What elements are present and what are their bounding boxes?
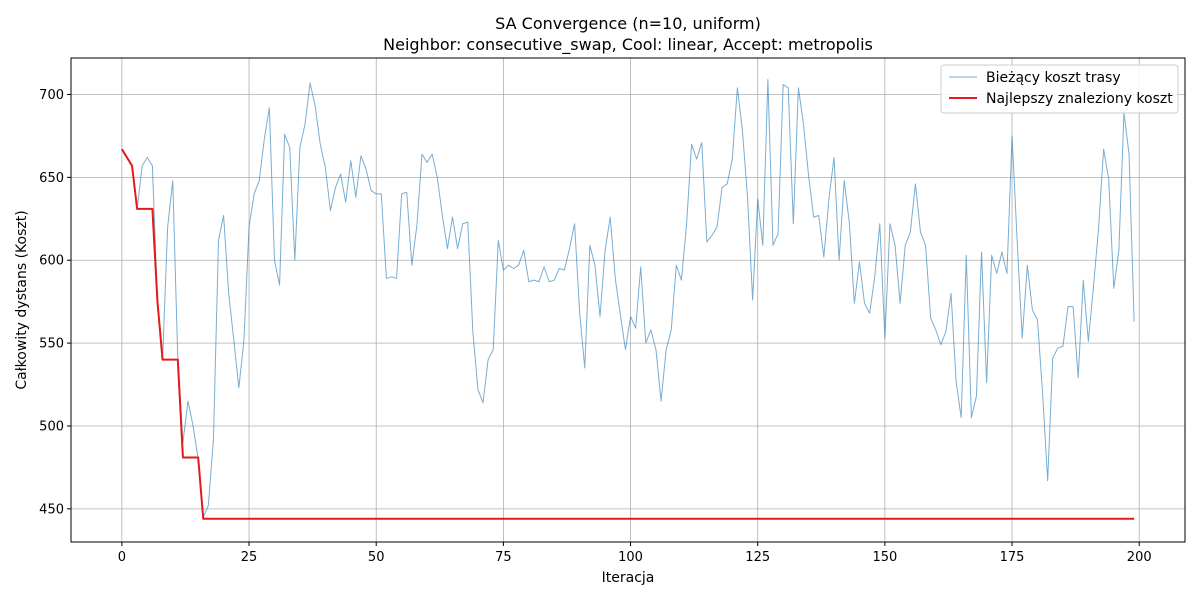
y-tick-label: 450 (39, 502, 64, 517)
axis-ticks: 0 25 50 75 100 125 150 175 200 450 500 550 600 650 700 (39, 88, 1151, 565)
x-tick-label: 25 (241, 550, 258, 565)
x-axis-label: Iteracja (602, 570, 655, 586)
y-tick-label: 700 (39, 88, 64, 103)
grid (71, 58, 1185, 542)
x-tick-label: 150 (872, 550, 897, 565)
legend-current-label: Bieżący koszt trasy (986, 70, 1121, 86)
legend-box (940, 64, 1179, 114)
y-tick-label: 550 (39, 337, 64, 352)
legend: Bieżący koszt trasy Najlepszy znaleziony… (940, 64, 1179, 114)
chart-title: SA Convergence (n=10, uniform) (495, 14, 761, 33)
plot-series (121, 79, 1135, 520)
x-tick-label: 50 (368, 550, 385, 565)
y-tick-label: 600 (39, 254, 64, 269)
chart-subtitle: Neighbor: consecutive_swap, Cool: linear… (383, 35, 873, 55)
x-tick-label: 200 (1127, 550, 1152, 565)
x-tick-label: 0 (118, 550, 126, 565)
x-tick-label: 175 (1000, 550, 1025, 565)
x-tick-label: 75 (495, 550, 512, 565)
y-axis-label: Całkowity dystans (Koszt) (14, 210, 30, 389)
x-tick-label: 100 (618, 550, 643, 565)
plot-frame (70, 57, 1186, 543)
legend-best-label: Najlepszy znaleziony koszt (986, 91, 1173, 107)
x-tick-label: 125 (745, 550, 770, 565)
y-tick-label: 500 (39, 419, 64, 434)
y-tick-label: 650 (39, 171, 64, 186)
series-best-cost-line (121, 148, 1135, 520)
series-current-cost-line (121, 79, 1135, 518)
